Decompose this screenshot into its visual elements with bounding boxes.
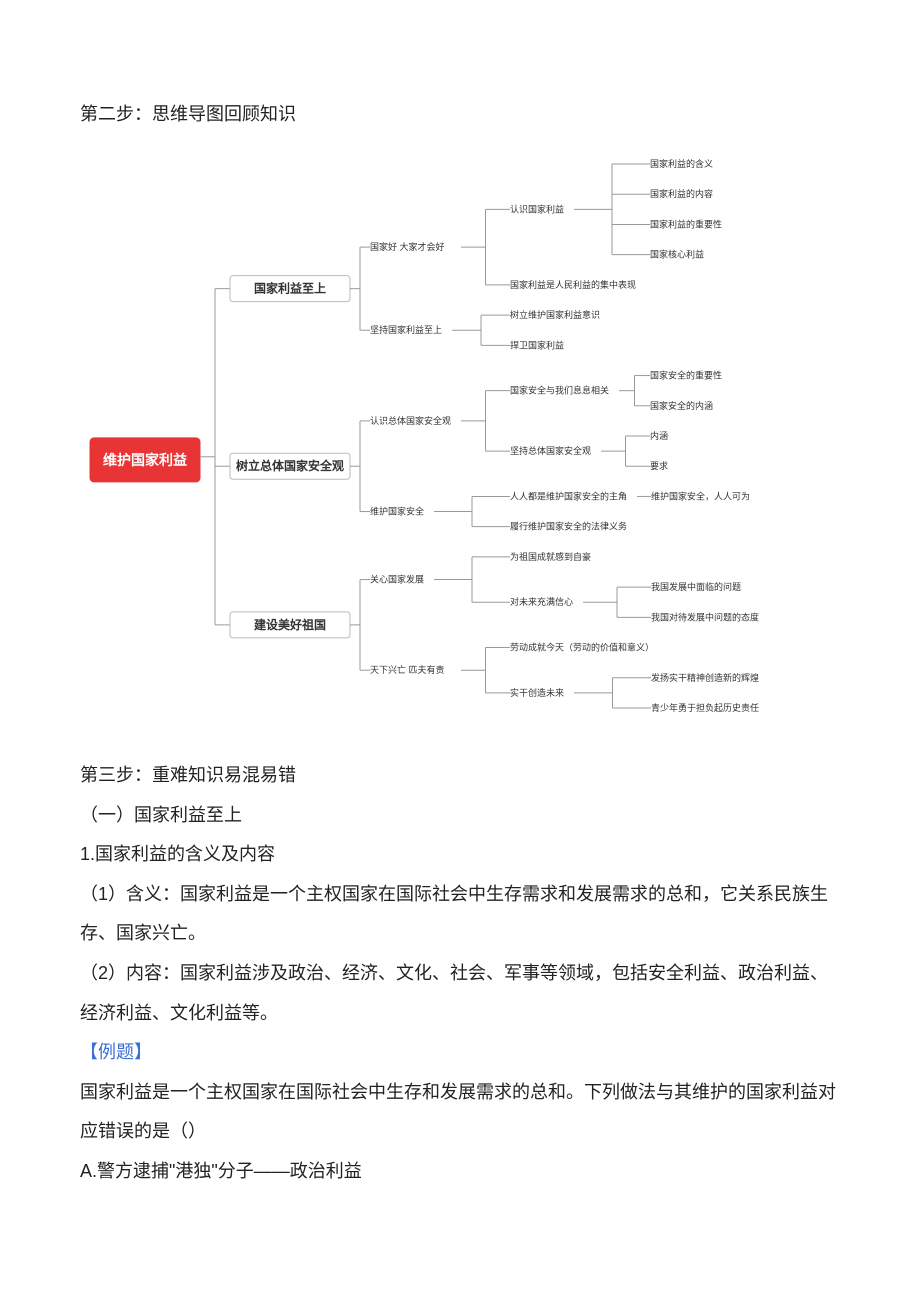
svg-text:捍卫国家利益: 捍卫国家利益 — [510, 339, 564, 350]
svg-text:国家安全的重要性: 国家安全的重要性 — [650, 370, 722, 381]
mindmap-container: 维护国家利益 国家利益至上 国家好 大家才会好 认识国家利益 国家利益的含义国家利益的内… — [80, 146, 840, 726]
example-option-a: A.警方逮捕"港独"分子——政治利益 — [80, 1152, 840, 1192]
example-stem: 国家利益是一个主权国家在国际社会中生存和发展需求的总和。下列做法与其维护的国家利… — [80, 1073, 840, 1152]
point1-title: 1.国家利益的含义及内容 — [80, 835, 840, 875]
point1-definition: （1）含义：国家利益是一个主权国家在国际社会中生存需求和发展需求的总和，它关系民… — [80, 875, 840, 954]
section1-title: （一）国家利益至上 — [80, 796, 840, 836]
svg-text:劳动成就今天（劳动的价值和意义）: 劳动成就今天（劳动的价值和意义） — [510, 642, 654, 653]
svg-text:国家利益的重要性: 国家利益的重要性 — [650, 218, 722, 229]
svg-text:关心国家发展: 关心国家发展 — [370, 574, 424, 585]
svg-text:内涵: 内涵 — [650, 430, 668, 441]
svg-text:国家安全的内涵: 国家安全的内涵 — [650, 400, 713, 411]
svg-text:发扬实干精神创造新的辉煌: 发扬实干精神创造新的辉煌 — [651, 672, 759, 683]
svg-text:实干创造未来: 实干创造未来 — [510, 687, 564, 698]
example-label: 【例题】 — [80, 1033, 840, 1073]
svg-text:天下兴亡 匹夫有责: 天下兴亡 匹夫有责 — [370, 664, 445, 675]
svg-text:要求: 要求 — [650, 460, 668, 471]
svg-text:国家利益的含义: 国家利益的含义 — [650, 158, 713, 169]
svg-text:维护国家利益: 维护国家利益 — [103, 452, 187, 468]
svg-text:国家利益是人民利益的集中表现: 国家利益是人民利益的集中表现 — [510, 279, 636, 290]
svg-text:国家利益的内容: 国家利益的内容 — [650, 188, 713, 199]
svg-text:国家安全与我们息息相关: 国家安全与我们息息相关 — [510, 385, 609, 396]
svg-text:认识国家利益: 认识国家利益 — [510, 203, 564, 214]
svg-text:青少年勇于担负起历史责任: 青少年勇于担负起历史责任 — [651, 702, 759, 713]
svg-text:人人都是维护国家安全的主角: 人人都是维护国家安全的主角 — [510, 490, 627, 501]
svg-text:履行维护国家安全的法律义务: 履行维护国家安全的法律义务 — [510, 521, 627, 532]
svg-text:国家好 大家才会好: 国家好 大家才会好 — [370, 241, 445, 252]
svg-text:为祖国成就感到自豪: 为祖国成就感到自豪 — [510, 551, 591, 562]
svg-text:认识总体国家安全观: 认识总体国家安全观 — [370, 415, 451, 426]
mindmap-svg: 维护国家利益 国家利益至上 国家好 大家才会好 认识国家利益 国家利益的含义国家利益的内… — [80, 146, 840, 726]
svg-text:树立总体国家安全观: 树立总体国家安全观 — [236, 458, 344, 473]
svg-text:对未来充满信心: 对未来充满信心 — [510, 596, 573, 607]
svg-text:维护国家安全: 维护国家安全 — [370, 506, 424, 517]
step3-title: 第三步：重难知识易混易错 — [80, 756, 840, 796]
svg-text:我国对待发展中问题的态度: 我国对待发展中问题的态度 — [651, 611, 759, 622]
svg-text:我国发展中面临的问题: 我国发展中面临的问题 — [651, 581, 741, 592]
svg-text:坚持国家利益至上: 坚持国家利益至上 — [370, 324, 442, 335]
svg-text:国家利益至上: 国家利益至上 — [254, 281, 326, 296]
svg-text:国家核心利益: 国家核心利益 — [650, 249, 704, 260]
svg-text:维护国家安全，人人可为: 维护国家安全，人人可为 — [651, 490, 750, 501]
svg-text:建设美好祖国: 建设美好祖国 — [253, 617, 326, 632]
svg-text:树立维护国家利益意识: 树立维护国家利益意识 — [510, 309, 600, 320]
svg-text:坚持总体国家安全观: 坚持总体国家安全观 — [510, 445, 591, 456]
step2-title: 第二步：思维导图回顾知识 — [80, 100, 840, 126]
point1-content: （2）内容：国家利益涉及政治、经济、文化、社会、军事等领域，包括安全利益、政治利… — [80, 954, 840, 1033]
